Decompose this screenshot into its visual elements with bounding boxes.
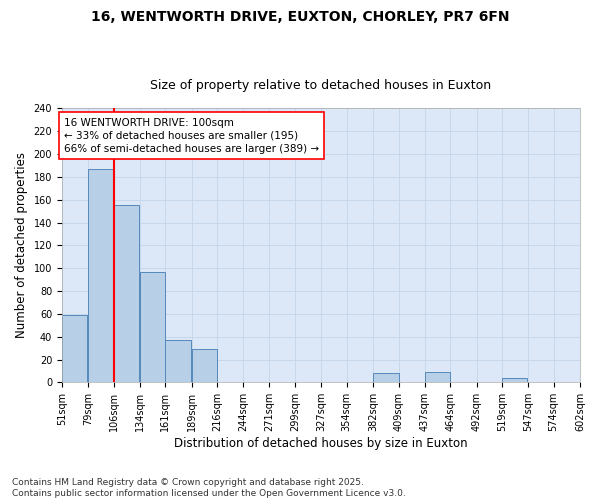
Bar (373, 373, 398, 382)
Bar (166, 340, 191, 382)
Text: Contains HM Land Registry data © Crown copyright and database right 2025.
Contai: Contains HM Land Registry data © Crown c… (12, 478, 406, 498)
Bar (62, 315, 87, 382)
Bar (140, 272, 166, 382)
Y-axis label: Number of detached properties: Number of detached properties (15, 152, 28, 338)
Bar (502, 378, 527, 382)
Text: 16 WENTWORTH DRIVE: 100sqm
← 33% of detached houses are smaller (195)
66% of sem: 16 WENTWORTH DRIVE: 100sqm ← 33% of deta… (64, 118, 319, 154)
Bar (425, 372, 450, 382)
Bar (191, 350, 217, 382)
X-axis label: Distribution of detached houses by size in Euxton: Distribution of detached houses by size … (174, 437, 468, 450)
Text: 16, WENTWORTH DRIVE, EUXTON, CHORLEY, PR7 6FN: 16, WENTWORTH DRIVE, EUXTON, CHORLEY, PR… (91, 10, 509, 24)
Title: Size of property relative to detached houses in Euxton: Size of property relative to detached ho… (151, 79, 491, 92)
Bar (113, 206, 139, 382)
Bar (88, 169, 113, 382)
